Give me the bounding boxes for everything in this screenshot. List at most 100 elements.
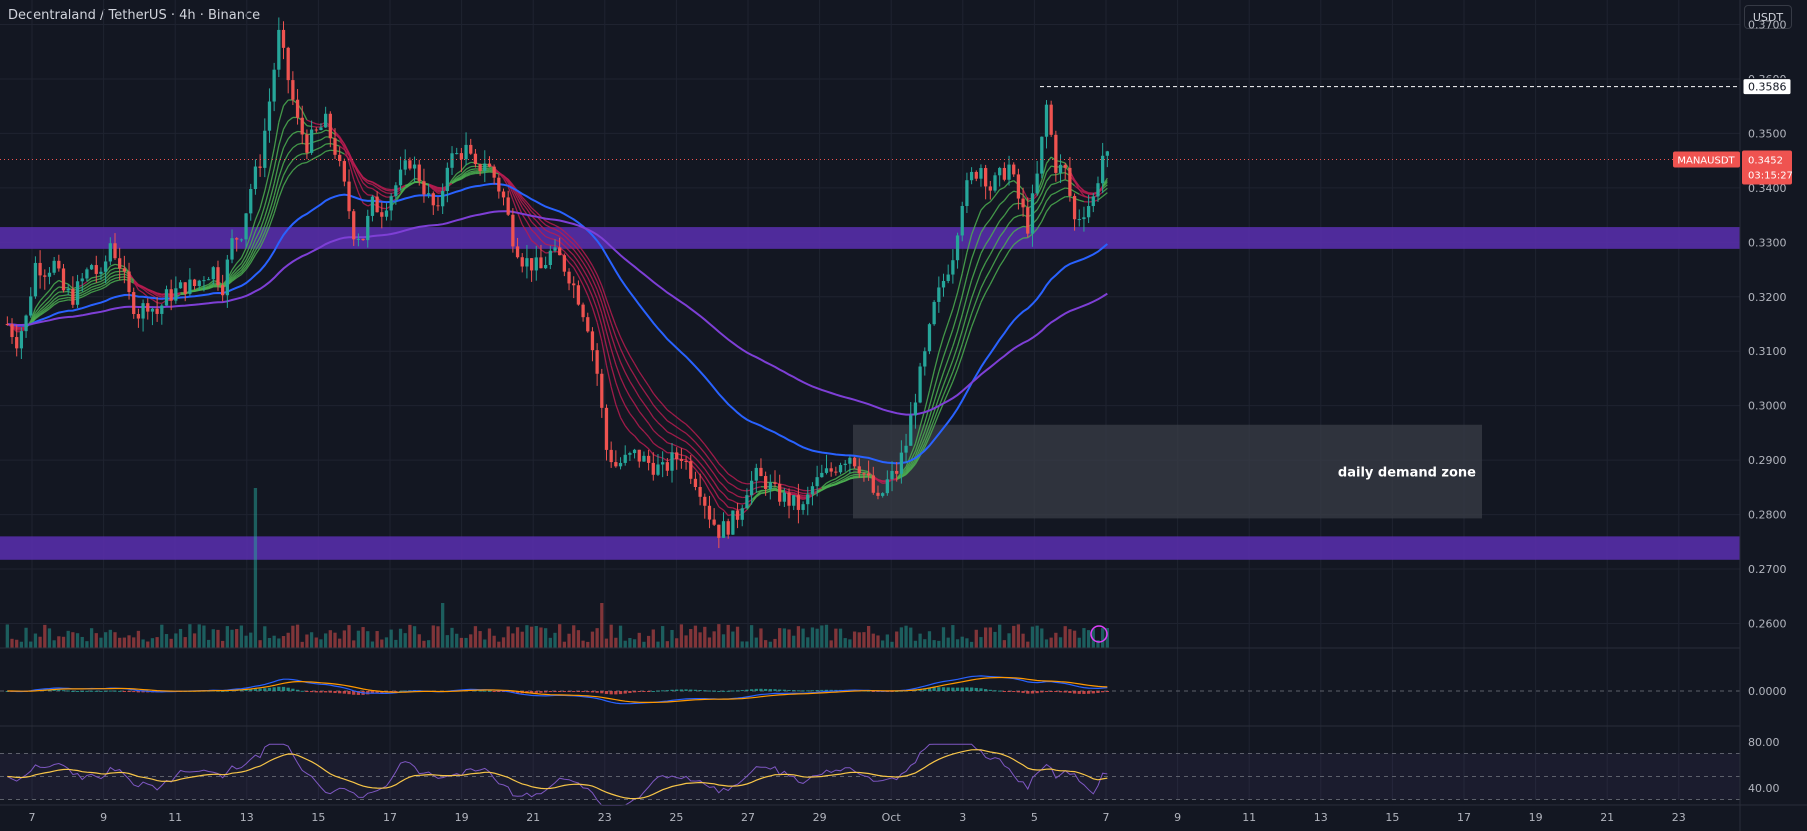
x-tick-label: 17 xyxy=(1457,811,1471,824)
candle xyxy=(408,160,412,169)
ribbon-ema-segment xyxy=(86,289,92,293)
candle xyxy=(895,470,899,474)
macd-histogram-bar xyxy=(1026,691,1030,694)
ribbon-ema-segment xyxy=(372,188,378,193)
ribbon-ema-segment xyxy=(259,216,266,231)
ribbon-ema-segment xyxy=(619,361,626,373)
ribbon-ema-segment xyxy=(1036,192,1043,202)
macd-histogram-bar xyxy=(342,691,346,694)
volume-bar xyxy=(824,624,829,648)
macd-histogram-bar xyxy=(707,690,712,692)
volume-bar xyxy=(759,628,763,648)
volume-bar xyxy=(904,625,908,648)
volume-bar xyxy=(281,636,286,648)
ribbon-ema-segment xyxy=(657,398,664,405)
macd-histogram-bar xyxy=(646,691,651,692)
ribbon-ema-segment xyxy=(531,210,537,217)
ribbon-ema-segment xyxy=(746,502,753,511)
candle xyxy=(782,492,786,502)
ribbon-ema-segment xyxy=(63,299,69,302)
candle xyxy=(141,303,145,319)
ribbon-ema-segment xyxy=(44,303,50,309)
ribbon-ema-segment xyxy=(34,309,41,316)
ribbon-ema-segment xyxy=(1074,191,1080,195)
ribbon-ema-segment xyxy=(737,487,743,492)
ribbon-ema-segment xyxy=(1045,184,1052,192)
ribbon-ema-segment xyxy=(53,279,60,285)
candle xyxy=(370,196,375,216)
ribbon-ema-segment xyxy=(980,204,987,211)
ribbon-ema-segment xyxy=(970,222,977,235)
volume-bar xyxy=(403,633,407,648)
ribbon-ema-segment xyxy=(554,245,560,248)
ribbon-ema-segment xyxy=(793,486,799,490)
volume-bar xyxy=(431,625,435,648)
candle xyxy=(717,524,721,538)
ribbon-ema-segment xyxy=(938,372,945,387)
macd-histogram-bar xyxy=(511,691,515,693)
volume-bar xyxy=(834,628,838,648)
volume-bar xyxy=(169,638,173,648)
ribbon-ema-segment xyxy=(1045,165,1052,173)
ribbon-ema-segment xyxy=(1045,156,1052,164)
macd-histogram-bar xyxy=(988,689,992,691)
candle xyxy=(614,462,618,467)
ribbon-ema-segment xyxy=(301,110,308,121)
ribbon-ema-segment xyxy=(100,275,106,280)
ribbon-ema-segment xyxy=(465,171,472,175)
ribbon-ema-segment xyxy=(933,413,940,426)
ribbon-ema-segment xyxy=(568,250,575,256)
ribbon-ema-segment xyxy=(629,355,636,364)
macd-histogram-bar xyxy=(670,689,674,691)
resistance-band xyxy=(0,227,1740,249)
ribbon-ema-segment xyxy=(952,346,959,361)
ribbon-ema-segment xyxy=(933,371,940,389)
macd-histogram-bar xyxy=(946,687,950,691)
volume-bar xyxy=(118,637,122,648)
ribbon-ema-segment xyxy=(765,488,771,492)
ribbon-ema-segment xyxy=(53,291,60,297)
candle xyxy=(923,351,927,367)
candle xyxy=(581,304,585,318)
volume-bar xyxy=(412,626,417,648)
ribbon-ema-segment xyxy=(919,431,926,445)
ribbon-ema-segment xyxy=(877,479,883,482)
ribbon-ema-segment xyxy=(610,348,617,365)
ribbon-ema-segment xyxy=(1045,204,1052,212)
ribbon-ema-segment xyxy=(952,368,959,382)
candle xyxy=(609,449,613,463)
ribbon-ema-segment xyxy=(624,405,631,414)
currency-unit-button[interactable]: USDT xyxy=(1744,5,1792,29)
ribbon-ema-segment xyxy=(718,489,724,495)
volume-bar xyxy=(1068,629,1072,648)
macd-histogram-bar xyxy=(764,688,768,691)
ribbon-ema-segment xyxy=(339,140,345,147)
volume-bar xyxy=(792,635,796,648)
candle xyxy=(380,212,384,217)
ribbon-ema-segment xyxy=(540,220,547,226)
ribbon-ema-segment xyxy=(596,309,603,327)
macd-histogram-bar xyxy=(937,687,941,691)
ribbon-ema-segment xyxy=(465,169,472,173)
ribbon-ema-segment xyxy=(503,175,509,180)
ribbon-ema-segment xyxy=(353,165,359,172)
candle xyxy=(787,492,791,506)
ribbon-ema-segment xyxy=(96,288,102,292)
ribbon-ema-segment xyxy=(601,285,608,300)
ribbon-ema-segment xyxy=(460,168,467,175)
ribbon-ema-segment xyxy=(638,441,645,446)
volume-bar xyxy=(623,640,627,648)
ribbon-ema-segment xyxy=(470,171,476,174)
candle xyxy=(960,206,964,236)
ribbon-ema-segment xyxy=(526,201,533,209)
x-tick-label: 19 xyxy=(1529,811,1543,824)
ribbon-ema-segment xyxy=(849,474,855,477)
volume-bar xyxy=(300,641,304,648)
ribbon-ema-segment xyxy=(947,359,954,373)
ribbon-ema-segment xyxy=(297,153,303,157)
volume-bar xyxy=(609,624,613,648)
ribbon-ema-segment xyxy=(961,328,968,345)
macd-histogram-bar xyxy=(558,691,562,692)
volume-bar xyxy=(693,625,698,648)
